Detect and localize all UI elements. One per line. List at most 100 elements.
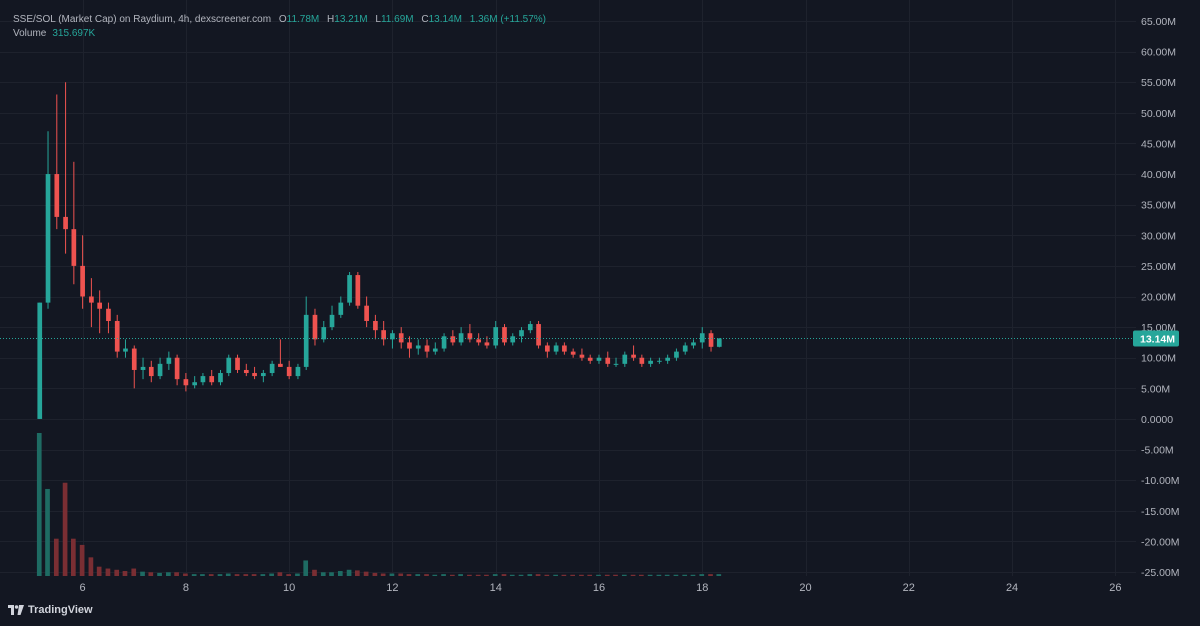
volume-bar	[682, 574, 688, 576]
candle-body	[373, 320, 378, 331]
price-axis-area[interactable]	[1136, 0, 1200, 576]
candle-body	[123, 348, 128, 352]
candle-body	[699, 333, 705, 343]
volume-bar	[699, 574, 705, 576]
candle-body	[347, 275, 352, 303]
candle-body	[71, 229, 77, 266]
volume-bar	[613, 574, 618, 576]
volume-bar	[105, 568, 111, 576]
volume-bar	[140, 571, 145, 576]
price-tick-label: 60.00M	[1141, 47, 1176, 59]
volume-bar	[88, 557, 94, 576]
volume-bar	[604, 574, 610, 576]
candle-body	[37, 302, 43, 419]
volume-bar	[79, 544, 85, 576]
volume-bar	[269, 573, 274, 576]
volume-bar	[174, 572, 179, 576]
price-tick-label: 45.00M	[1141, 138, 1176, 150]
volume-bar	[596, 574, 601, 576]
candle-body	[398, 333, 404, 343]
price-tick-label: 65.00M	[1141, 16, 1176, 28]
volume-bar	[501, 574, 507, 576]
price-tick-label: -15.00M	[1141, 506, 1180, 518]
volume-bar	[406, 574, 412, 576]
candle-body	[562, 345, 567, 352]
volume-bar	[380, 573, 386, 576]
volume-bar	[398, 573, 404, 576]
volume-bar	[708, 574, 713, 576]
price-tick-label: -20.00M	[1141, 536, 1180, 548]
volume-bar	[553, 574, 558, 576]
candle-body	[321, 327, 327, 340]
candles	[37, 82, 722, 419]
candle-body	[579, 354, 585, 358]
price-tick-label: 5.00M	[1141, 383, 1170, 395]
volume-bar	[509, 574, 515, 576]
candle-body	[536, 324, 541, 346]
volume-bars	[36, 433, 722, 576]
price-tick-label: 55.00M	[1141, 77, 1176, 89]
volume-bar	[260, 574, 266, 576]
volume-bar	[647, 574, 653, 576]
open-value: 11.78M	[286, 14, 320, 25]
volume-bar	[183, 573, 188, 576]
volume-bar	[579, 574, 584, 576]
candle-body	[527, 324, 533, 331]
close-value: 13.14M	[428, 14, 462, 25]
time-tick-label: 16	[593, 582, 605, 594]
volume-bar	[484, 574, 489, 576]
candle-body	[493, 327, 499, 346]
candle-body	[157, 363, 163, 377]
time-tick-label: 8	[183, 582, 189, 594]
candle-body	[502, 327, 507, 343]
candle-body	[106, 308, 111, 321]
volume-bar	[234, 574, 240, 576]
volume-bar	[243, 574, 249, 576]
time-tick-label: 26	[1109, 582, 1121, 594]
candle-body	[458, 333, 464, 343]
volume-bar	[45, 488, 50, 576]
candle-body	[467, 333, 473, 340]
volume-bar	[166, 572, 171, 576]
tradingview-logo-icon	[8, 605, 24, 615]
change-value: 1.36M (+11.57%)	[469, 14, 547, 25]
tradingview-logo-text: TradingView	[28, 604, 93, 616]
candle-body	[476, 339, 482, 343]
last-price-tag-text: 13.14M	[1140, 333, 1175, 345]
time-axis-area[interactable]	[0, 576, 1136, 598]
candle-body	[631, 354, 636, 358]
volume-label[interactable]: Volume	[13, 28, 47, 39]
time-axis: 6 8 10 12 14 16 18 20 22 24 26	[80, 582, 1122, 594]
candle-body	[174, 357, 180, 380]
volume-bar	[450, 574, 455, 576]
volume-bar	[561, 574, 567, 576]
volume-bar	[122, 571, 128, 576]
close-label: C	[421, 14, 429, 25]
candle-body	[97, 302, 102, 309]
volume-bar	[295, 573, 300, 576]
tradingview-logo[interactable]: TradingView	[8, 604, 93, 616]
candle-body	[192, 382, 198, 386]
volume-bar	[716, 574, 722, 576]
candle-body	[450, 336, 456, 343]
candle-body	[166, 357, 172, 364]
time-tick-label: 24	[1006, 582, 1018, 594]
time-tick-label: 22	[903, 582, 915, 594]
candle-body	[295, 366, 301, 377]
candle-body	[596, 357, 602, 361]
last-price-tag: 13.14M	[1133, 330, 1179, 347]
volume-bar	[96, 566, 102, 576]
price-tick-label: -25.00M	[1141, 567, 1180, 579]
symbol-title[interactable]: SSE/SOL (Market Cap) on Raydium, 4h, dex…	[13, 14, 272, 25]
candle-body	[338, 302, 344, 315]
volume-bar	[639, 574, 644, 576]
volume-bar	[114, 569, 120, 576]
time-tick-label: 10	[283, 582, 295, 594]
volume-bar	[467, 574, 472, 576]
candle-body	[545, 345, 550, 352]
volume-bar	[518, 574, 524, 576]
candle-body	[682, 345, 688, 352]
candle-body	[484, 342, 490, 346]
volume-bar	[217, 574, 223, 576]
